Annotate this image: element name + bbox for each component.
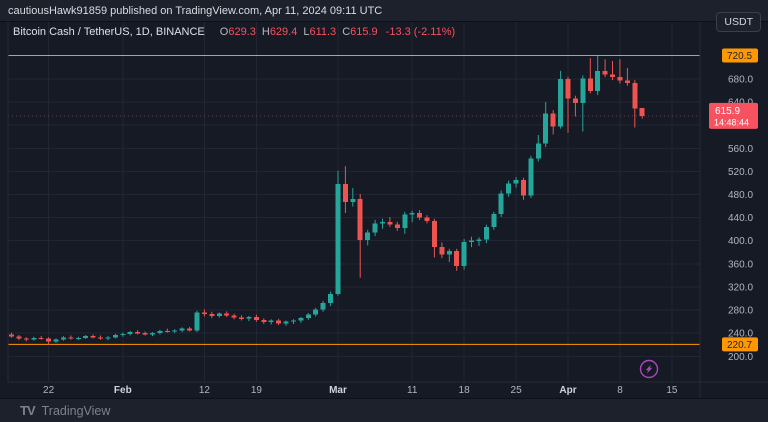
- svg-text:360.0: 360.0: [728, 259, 753, 270]
- chart-canvas[interactable]: 680.0640.0560.0520.0480.0440.0400.0360.0…: [0, 0, 768, 398]
- publish-info-text: cautiousHawk91859 published on TradingVi…: [8, 5, 383, 17]
- price-level-label: 220.7: [722, 337, 758, 352]
- svg-text:11: 11: [407, 385, 418, 396]
- svg-text:22: 22: [43, 385, 55, 396]
- symbol-legend: Bitcoin Cash / TetherUS, 1D, BINANCE O629…: [13, 26, 455, 38]
- svg-text:8: 8: [617, 385, 623, 396]
- svg-text:240.0: 240.0: [728, 329, 753, 340]
- publish-info-bar: cautiousHawk91859 published on TradingVi…: [0, 0, 768, 22]
- svg-text:680.0: 680.0: [728, 74, 753, 85]
- svg-text:720.5: 720.5: [727, 51, 752, 62]
- svg-text:480.0: 480.0: [728, 190, 753, 201]
- footer-bar: TV TradingView: [0, 398, 768, 422]
- svg-text:Mar: Mar: [329, 385, 347, 396]
- price-axis[interactable]: 680.0640.0560.0520.0480.0440.0400.0360.0…: [728, 74, 753, 362]
- svg-text:520.0: 520.0: [728, 167, 753, 178]
- close-value: 615.9: [350, 26, 378, 38]
- last-price-label: 615.9 14:48:44: [709, 102, 758, 129]
- high-label: H: [261, 26, 270, 38]
- open-value: 629.3: [228, 26, 256, 38]
- svg-text:15: 15: [666, 385, 678, 396]
- svg-text:12: 12: [199, 385, 211, 396]
- change-value: -13.3 (-2.11%): [385, 26, 456, 38]
- high-value: 629.4: [269, 26, 298, 38]
- svg-text:400.0: 400.0: [728, 236, 753, 247]
- svg-text:Feb: Feb: [114, 385, 132, 396]
- svg-text:18: 18: [459, 385, 471, 396]
- svg-text:200.0: 200.0: [728, 352, 753, 363]
- svg-text:25: 25: [511, 385, 523, 396]
- candlestick-series: [9, 55, 645, 345]
- open-label: O: [219, 26, 229, 38]
- svg-text:19: 19: [251, 385, 263, 396]
- lightning-icon: [645, 364, 653, 374]
- boost-button[interactable]: [639, 359, 659, 379]
- tradingview-logo-icon[interactable]: TV: [20, 403, 36, 418]
- tradingview-brand-link[interactable]: TradingView: [41, 403, 111, 418]
- svg-text:560.0: 560.0: [728, 144, 753, 155]
- svg-text:220.7: 220.7: [727, 340, 752, 351]
- currency-toggle-button[interactable]: USDT: [716, 12, 761, 32]
- svg-text:Apr: Apr: [559, 385, 576, 396]
- close-label: C: [342, 26, 351, 38]
- svg-text:615.9: 615.9: [715, 106, 740, 117]
- time-axis[interactable]: 22 Feb 12 19 Mar 11 18 25 Apr 8 15: [43, 385, 678, 396]
- price-level-label: 720.5: [722, 48, 758, 63]
- svg-text:440.0: 440.0: [728, 213, 753, 224]
- price-level-lines[interactable]: [8, 55, 700, 345]
- symbol-title[interactable]: Bitcoin Cash / TetherUS, 1D, BINANCE: [13, 26, 205, 38]
- low-label: L: [303, 26, 310, 38]
- svg-text:280.0: 280.0: [728, 306, 753, 317]
- svg-text:320.0: 320.0: [728, 283, 753, 294]
- low-value: 611.3: [309, 26, 337, 38]
- pane-borders: [7, 22, 768, 398]
- svg-text:14:48:44: 14:48:44: [714, 117, 749, 127]
- grid: [8, 22, 700, 382]
